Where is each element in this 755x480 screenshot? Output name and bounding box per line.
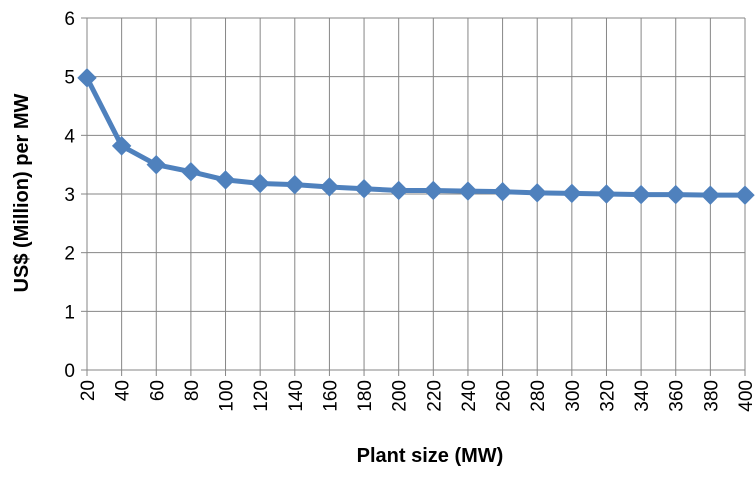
x-tick-label: 200 (390, 380, 411, 412)
y-tick-label: 4 (64, 126, 75, 147)
data-point-marker (631, 184, 651, 205)
y-tick-label: 3 (64, 185, 75, 206)
x-tick-label: 400 (736, 380, 755, 412)
data-point-marker (492, 181, 513, 202)
data-point-marker (250, 173, 270, 194)
data-point-marker (527, 183, 547, 203)
x-tick-label: 100 (217, 380, 238, 412)
x-tick-label: 120 (251, 380, 272, 412)
y-tick-label: 6 (64, 9, 75, 30)
x-tick-label: 220 (424, 380, 445, 412)
x-tick-label: 240 (459, 380, 480, 412)
x-tick-labels: 20 40 60 80 100 120 140 160 180 200 220 240 260 280 30… (78, 380, 755, 412)
y-tick-label: 5 (64, 68, 75, 89)
x-tick-label: 380 (701, 380, 722, 412)
data-point-marker (666, 184, 686, 205)
data-point-marker (181, 161, 201, 182)
data-point-marker (111, 136, 132, 156)
x-tick-label: 20 (78, 380, 99, 401)
data-point-marker (596, 184, 617, 204)
data-point-marker (458, 181, 478, 201)
y-tick-label: 0 (64, 361, 75, 382)
data-point-marker (285, 174, 305, 195)
data-point-marker (77, 68, 97, 88)
data-point-marker (354, 179, 374, 199)
x-tick-label: 340 (632, 380, 653, 412)
x-tick-label: 160 (320, 380, 341, 412)
y-tick-labels: 0 1 2 3 4 5 6 (64, 9, 75, 382)
x-tick-label: 60 (147, 380, 168, 401)
x-tick-label: 320 (597, 380, 618, 412)
x-axis-title: Plant size (MW) (357, 445, 504, 467)
x-tick-label: 80 (182, 380, 203, 401)
data-point-marker (735, 185, 755, 205)
series-group (77, 68, 755, 205)
x-tick-label: 40 (113, 380, 134, 401)
data-point-marker (146, 154, 166, 175)
x-tick-label: 280 (528, 380, 549, 412)
data-point-marker (215, 170, 236, 190)
x-tick-label: 180 (355, 380, 376, 412)
x-tick-label: 360 (667, 380, 688, 412)
data-point-marker (562, 183, 582, 204)
data-point-marker (423, 180, 444, 201)
x-tick-label: 300 (563, 380, 584, 412)
data-point-marker (700, 185, 721, 205)
y-axis-title: US$ (Million) per MW (11, 93, 33, 292)
data-point-marker (388, 180, 409, 201)
data-point-marker (319, 177, 340, 197)
x-tick-label: 140 (286, 380, 307, 412)
series-line (84, 75, 748, 198)
y-tick-label: 2 (64, 244, 75, 265)
y-tick-label: 1 (64, 302, 75, 323)
x-tick-label: 260 (494, 380, 515, 412)
